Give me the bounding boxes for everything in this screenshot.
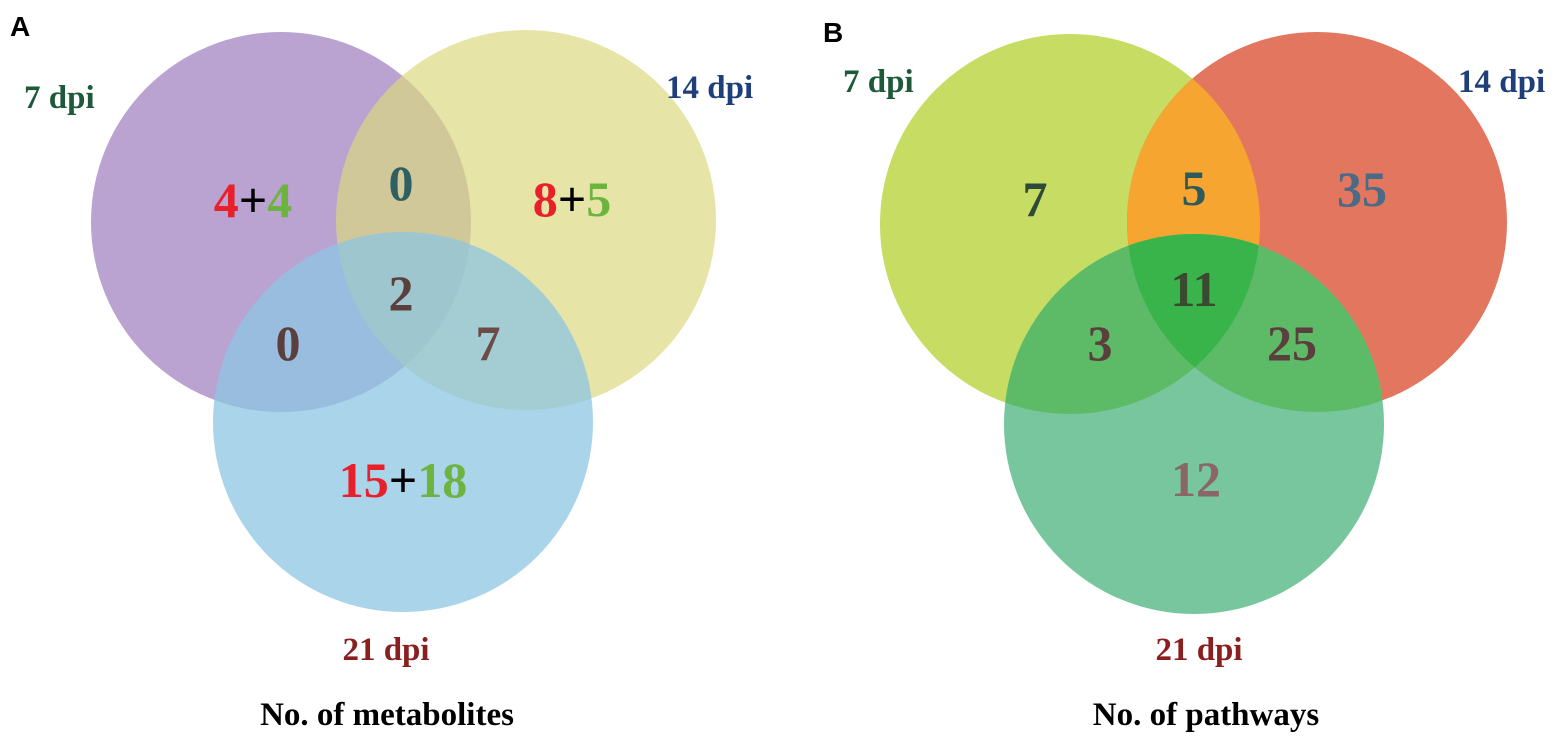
panel-b-letter: B bbox=[823, 17, 843, 48]
venn-b-7-14-part-0: 5 bbox=[1182, 160, 1207, 216]
venn-b-14-21-part-0: 25 bbox=[1267, 315, 1317, 371]
venn-b-overlap-7-21 bbox=[1004, 234, 1260, 414]
venn-a-label-14dpi: 14 dpi bbox=[666, 70, 753, 106]
venn-a-7-21-part-0: 0 bbox=[276, 315, 301, 371]
venn-b-only-7dpi-part-0: 7 bbox=[1023, 171, 1048, 227]
venn-a-only-14dpi-part-0: 8 bbox=[533, 171, 558, 227]
venn-b-only-14dpi: 35 bbox=[1337, 161, 1387, 217]
panel-a: A 7 dpi 14 dpi 21 dpi 4+4 8+5 15+18 0 0 … bbox=[10, 11, 753, 733]
venn-a-7-14: 0 bbox=[389, 155, 414, 211]
venn-b-only-21dpi: 12 bbox=[1171, 451, 1221, 507]
venn-a-only-7dpi: 4+4 bbox=[214, 172, 293, 228]
venn-b-only-21dpi-part-0: 12 bbox=[1171, 451, 1221, 507]
venn-a-only-21dpi-part-2: 18 bbox=[417, 452, 467, 508]
venn-b-label-21dpi: 21 dpi bbox=[1155, 632, 1242, 668]
venn-b-overlap-14-21 bbox=[1127, 234, 1384, 412]
venn-a-only-21dpi: 15+18 bbox=[339, 452, 468, 508]
venn-b-14-21: 25 bbox=[1267, 315, 1317, 371]
venn-a-7-14-part-0: 0 bbox=[389, 155, 414, 211]
venn-b-all-part-0: 11 bbox=[1170, 261, 1217, 317]
venn-a-label-7dpi: 7 dpi bbox=[24, 80, 95, 116]
venn-b-7-21-part-0: 3 bbox=[1088, 315, 1113, 371]
venn-a-14-21-part-0: 7 bbox=[476, 315, 501, 371]
venn-a-only-7dpi-part-0: 4 bbox=[214, 172, 239, 228]
panel-a-letter: A bbox=[10, 11, 30, 42]
venn-a-label-21dpi: 21 dpi bbox=[342, 632, 429, 668]
venn-b-only-14dpi-part-0: 35 bbox=[1337, 161, 1387, 217]
venn-a-only-14dpi-part-1: + bbox=[558, 171, 587, 227]
venn-b-label-7dpi: 7 dpi bbox=[843, 64, 914, 100]
venn-a-all: 2 bbox=[389, 265, 414, 321]
venn-b-only-7dpi: 7 bbox=[1023, 171, 1048, 227]
venn-a-only-7dpi-part-2: 4 bbox=[267, 172, 292, 228]
venn-a-all-part-0: 2 bbox=[389, 265, 414, 321]
panel-b: B 7 dpi 14 dpi 21 dpi 7 35 12 5 3 25 11 … bbox=[823, 17, 1545, 733]
venn-b-7-21: 3 bbox=[1088, 315, 1113, 371]
venn-a-only-14dpi-part-2: 5 bbox=[586, 171, 611, 227]
venn-b-label-14dpi: 14 dpi bbox=[1458, 64, 1545, 100]
panel-b-caption: No. of pathways bbox=[1093, 697, 1320, 733]
venn-a-only-7dpi-part-1: + bbox=[239, 172, 268, 228]
panel-a-caption: No. of metabolites bbox=[260, 697, 514, 733]
venn-b-all: 11 bbox=[1170, 261, 1217, 317]
venn-b-7-14: 5 bbox=[1182, 160, 1207, 216]
venn-a-7-21: 0 bbox=[276, 315, 301, 371]
venn-a-circle-21dpi bbox=[213, 232, 593, 612]
venn-a-only-14dpi: 8+5 bbox=[533, 171, 612, 227]
venn-a-14-21: 7 bbox=[476, 315, 501, 371]
venn-a-only-21dpi-part-1: + bbox=[389, 452, 418, 508]
venn-a-only-21dpi-part-0: 15 bbox=[339, 452, 389, 508]
